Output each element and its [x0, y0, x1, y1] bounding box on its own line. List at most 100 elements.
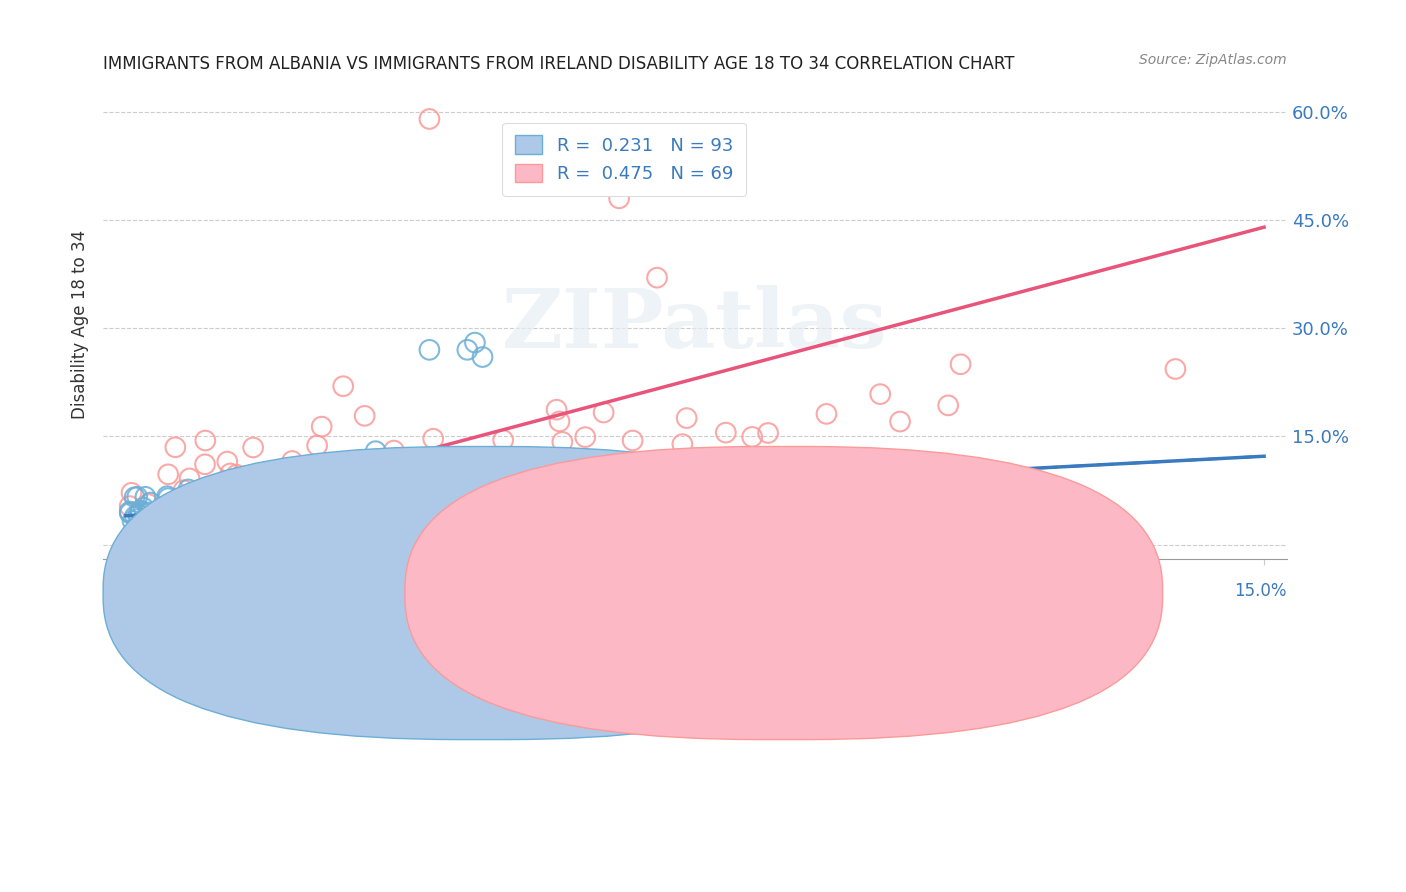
Point [219, 467, 242, 481]
FancyBboxPatch shape [103, 447, 860, 739]
Point [1164, 362, 1187, 376]
Point [134, 490, 156, 504]
Text: 0.0%: 0.0% [103, 582, 145, 600]
Point [494, 473, 516, 487]
Point [756, 425, 779, 440]
Point [496, 480, 519, 494]
Point [686, 484, 709, 499]
Point [143, 515, 166, 529]
Point [180, 508, 202, 522]
Text: Immigrants from Albania: Immigrants from Albania [450, 592, 657, 610]
Point [671, 437, 693, 451]
Point [127, 490, 149, 504]
Point [406, 476, 429, 491]
Point [183, 504, 205, 518]
Point [311, 419, 333, 434]
Point [936, 398, 959, 412]
Point [165, 440, 187, 454]
Point [208, 496, 231, 510]
Point [418, 343, 440, 357]
Point [160, 500, 183, 515]
Point [256, 489, 278, 503]
Y-axis label: Disability Age 18 to 34: Disability Age 18 to 34 [72, 230, 89, 419]
Point [422, 496, 444, 510]
Point [242, 441, 264, 455]
Point [607, 191, 630, 205]
Point [299, 470, 322, 484]
Point [359, 465, 381, 479]
Legend: R =  0.231   N = 93, R =  0.475   N = 69: R = 0.231 N = 93, R = 0.475 N = 69 [502, 122, 745, 195]
Point [121, 485, 143, 500]
Point [427, 466, 450, 480]
Point [191, 507, 214, 521]
Point [263, 493, 285, 508]
Point [456, 343, 478, 357]
Point [436, 499, 458, 513]
Text: ZIPatlas: ZIPatlas [502, 285, 887, 365]
Point [569, 488, 592, 502]
Point [815, 407, 838, 421]
Point [395, 494, 418, 508]
Point [364, 444, 387, 458]
Point [347, 499, 370, 513]
Point [427, 478, 450, 492]
Point [138, 511, 160, 525]
Point [194, 434, 217, 448]
Point [190, 484, 212, 499]
Point [149, 503, 172, 517]
Point [138, 505, 160, 519]
Point [382, 443, 405, 458]
Point [217, 455, 239, 469]
Point [287, 494, 309, 508]
Point [156, 498, 179, 512]
Point [124, 509, 146, 524]
Point [128, 508, 150, 522]
Point [321, 507, 343, 521]
Point [647, 479, 669, 493]
Point [385, 458, 408, 473]
Point [118, 499, 141, 513]
Point [332, 379, 354, 393]
Point [204, 489, 226, 503]
Point [129, 503, 152, 517]
Point [342, 483, 364, 497]
Point [225, 467, 247, 482]
Point [464, 335, 486, 350]
Point [146, 513, 169, 527]
Point [307, 438, 329, 452]
Point [143, 511, 166, 525]
Point [422, 432, 444, 446]
Point [150, 509, 173, 524]
Point [157, 467, 180, 482]
Point [156, 489, 179, 503]
Point [146, 508, 169, 522]
Point [176, 500, 198, 515]
Text: IMMIGRANTS FROM ALBANIA VS IMMIGRANTS FROM IRELAND DISABILITY AGE 18 TO 34 CORRE: IMMIGRANTS FROM ALBANIA VS IMMIGRANTS FR… [103, 55, 1015, 73]
Point [124, 490, 146, 504]
Text: 15.0%: 15.0% [1234, 582, 1286, 600]
Point [395, 497, 418, 511]
Point [129, 505, 152, 519]
Point [949, 357, 972, 371]
Point [599, 481, 621, 495]
Point [180, 508, 202, 522]
Point [889, 415, 911, 429]
Point [492, 433, 515, 447]
Point [450, 492, 472, 507]
Point [675, 411, 697, 425]
Point [398, 503, 420, 517]
FancyBboxPatch shape [405, 447, 1163, 739]
Point [778, 481, 800, 495]
Text: Source: ZipAtlas.com: Source: ZipAtlas.com [1139, 53, 1286, 67]
Point [679, 488, 702, 502]
Point [194, 458, 217, 472]
Point [219, 492, 242, 507]
Point [281, 454, 304, 468]
Point [574, 430, 596, 444]
Point [492, 475, 515, 489]
Point [290, 491, 312, 506]
Point [222, 507, 245, 521]
Point [294, 483, 316, 498]
Point [228, 480, 250, 494]
Point [173, 483, 195, 498]
